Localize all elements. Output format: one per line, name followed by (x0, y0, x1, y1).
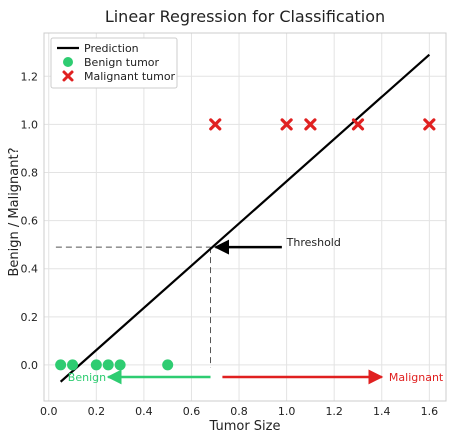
benign-point (102, 359, 114, 371)
malignant-point (209, 118, 222, 131)
legend-label-malignant: Malignant tumor (84, 70, 176, 83)
legend-circle-swatch (63, 57, 73, 67)
y-tick-label: 0.6 (21, 215, 39, 228)
x-tick-label: 1.2 (325, 405, 343, 418)
y-tick-label: 1.2 (21, 70, 39, 83)
malignant-point-stroke (209, 118, 222, 131)
x-tick-label: 0.0 (40, 405, 58, 418)
legend-x-stroke (62, 70, 74, 82)
malignant-point (423, 118, 436, 131)
x-tick-label: 0.8 (230, 405, 248, 418)
benign-point (67, 359, 79, 371)
malignant-point (304, 118, 317, 131)
x-tick-label: 0.2 (88, 405, 106, 418)
benign-annotation: Benign (68, 371, 106, 384)
legend-x-swatch (62, 70, 74, 82)
benign-point (55, 359, 67, 371)
benign-point (90, 359, 102, 371)
y-tick-label: 0.2 (21, 311, 39, 324)
malignant-point (351, 118, 365, 131)
y-tick-label: 0.0 (21, 359, 39, 372)
x-axis-title: Tumor Size (209, 419, 281, 434)
malignant-point-stroke (423, 118, 436, 131)
x-tick-label: 1.4 (373, 405, 391, 418)
y-tick-label: 0.8 (21, 167, 39, 180)
y-tick-label: 0.4 (21, 263, 39, 276)
x-tick-label: 1.0 (278, 405, 296, 418)
malignant-annotation: Malignant (389, 371, 444, 384)
malignant-point-stroke (280, 118, 293, 131)
benign-point (162, 359, 174, 371)
chart-title: Linear Regression for Classification (105, 7, 385, 26)
malignant-point (280, 118, 293, 131)
legend-label-benign: Benign tumor (84, 56, 160, 69)
legend-label-prediction: Prediction (84, 42, 139, 55)
plot-frame (43, 32, 447, 402)
benign-point (114, 359, 126, 371)
legend-box (50, 37, 178, 89)
malignant-point-stroke (304, 118, 317, 131)
y-axis-title: Benign / Malignant? (7, 147, 22, 276)
plot-area: 0.0 0.2 0.4 0.6 0.8 1.0 1.2 1.4 1.6 0.0 0.2 0.4 0.6 0… (21, 32, 447, 418)
x-tick-label: 0.4 (135, 405, 153, 418)
y-tick-label: 1.0 (21, 118, 39, 131)
x-tick-label: 1.6 (421, 405, 439, 418)
malignant-point-stroke (351, 118, 365, 131)
prediction-line (59, 53, 431, 383)
x-tick-label: 0.6 (183, 405, 201, 418)
threshold-label: Threshold (286, 236, 341, 249)
